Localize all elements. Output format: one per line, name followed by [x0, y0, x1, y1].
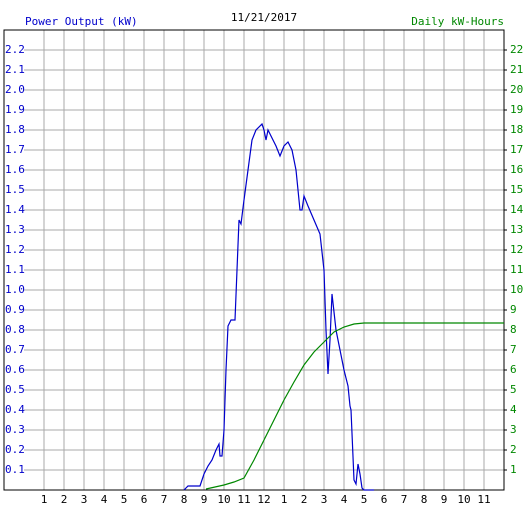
- x-tick-label: 1: [281, 493, 288, 506]
- y2-tick-label: 17: [510, 143, 523, 156]
- y2-tick-label: 15: [510, 183, 523, 196]
- y-tick-label: 0.1: [5, 463, 25, 476]
- y2-tick-label: 3: [510, 423, 517, 436]
- y-tick-label: 2.1: [5, 63, 25, 76]
- y-tick-label: 1.3: [5, 223, 25, 236]
- y-tick-label: 1.5: [5, 183, 25, 196]
- y-tick-label: 1.6: [5, 163, 25, 176]
- y-tick-label: 1.1: [5, 263, 25, 276]
- y-tick-label: 0.4: [5, 403, 25, 416]
- y-axis-label: Power Output (kW): [25, 15, 138, 28]
- x-tick-label: 2: [301, 493, 308, 506]
- y2-tick-label: 12: [510, 243, 523, 256]
- x-tick-label: 3: [81, 493, 88, 506]
- series-line: [183, 122, 374, 491]
- y2-tick-label: 16: [510, 163, 523, 176]
- y-tick-label: 1.2: [5, 243, 25, 256]
- x-tick-label: 6: [141, 493, 148, 506]
- x-tick-label: 9: [441, 493, 448, 506]
- plot-border: [3, 29, 505, 491]
- x-tick-label: 6: [381, 493, 388, 506]
- y-tick-label: 0.5: [5, 383, 25, 396]
- y2-tick-label: 18: [510, 123, 523, 136]
- x-tick-label: 2: [61, 493, 68, 506]
- y-tick-label: 1.8: [5, 123, 25, 136]
- x-tick-label: 5: [361, 493, 368, 506]
- y2-tick-label: 11: [510, 263, 523, 276]
- plot-area: [4, 30, 504, 490]
- x-tick-label: 4: [101, 493, 108, 506]
- y2-tick-label: 10: [510, 283, 523, 296]
- y2-tick-label: 19: [510, 103, 523, 116]
- x-tick-label: 9: [201, 493, 208, 506]
- y2-tick-label: 20: [510, 83, 523, 96]
- y2-axis-label: Daily kW-Hours: [411, 15, 504, 28]
- y2-tick-label: 6: [510, 363, 517, 376]
- x-tick-label: 4: [341, 493, 348, 506]
- y-tick-label: 0.7: [5, 343, 25, 356]
- x-tick-label: 10: [217, 493, 230, 506]
- x-tick-label: 8: [421, 493, 428, 506]
- x-tick-label: 11: [477, 493, 490, 506]
- x-tick-label: 7: [161, 493, 168, 506]
- y-tick-label: 0.3: [5, 423, 25, 436]
- y-tick-label: 1.0: [5, 283, 25, 296]
- y-tick-label: 1.4: [5, 203, 25, 216]
- y2-tick-label: 8: [510, 323, 517, 336]
- x-tick-label: 12: [257, 493, 270, 506]
- chart-title: 11/21/2017: [231, 11, 297, 24]
- y2-tick-label: 2: [510, 443, 517, 456]
- x-tick-label: 10: [457, 493, 470, 506]
- series-line: [205, 322, 504, 490]
- y2-tick-label: 9: [510, 303, 517, 316]
- x-tick-label: 7: [401, 493, 408, 506]
- x-tick-label: 11: [237, 493, 250, 506]
- x-tick-label: 8: [181, 493, 188, 506]
- y-tick-label: 1.9: [5, 103, 25, 116]
- y2-tick-label: 21: [510, 63, 523, 76]
- y-tick-label: 1.7: [5, 143, 25, 156]
- y2-tick-label: 1: [510, 463, 517, 476]
- x-tick-label: 3: [321, 493, 328, 506]
- y2-tick-label: 7: [510, 343, 517, 356]
- y-tick-label: 0.2: [5, 443, 25, 456]
- y2-tick-label: 22: [510, 43, 523, 56]
- y2-tick-label: 4: [510, 403, 517, 416]
- y-tick-label: 0.8: [5, 323, 25, 336]
- y2-tick-label: 5: [510, 383, 517, 396]
- y2-tick-label: 14: [510, 203, 524, 216]
- x-tick-label: 1: [41, 493, 48, 506]
- y-tick-label: 0.9: [5, 303, 25, 316]
- y-tick-label: 0.6: [5, 363, 25, 376]
- x-tick-label: 5: [121, 493, 128, 506]
- y-tick-label: 2.0: [5, 83, 25, 96]
- y2-tick-label: 13: [510, 223, 523, 236]
- y-tick-label: 2.2: [5, 43, 25, 56]
